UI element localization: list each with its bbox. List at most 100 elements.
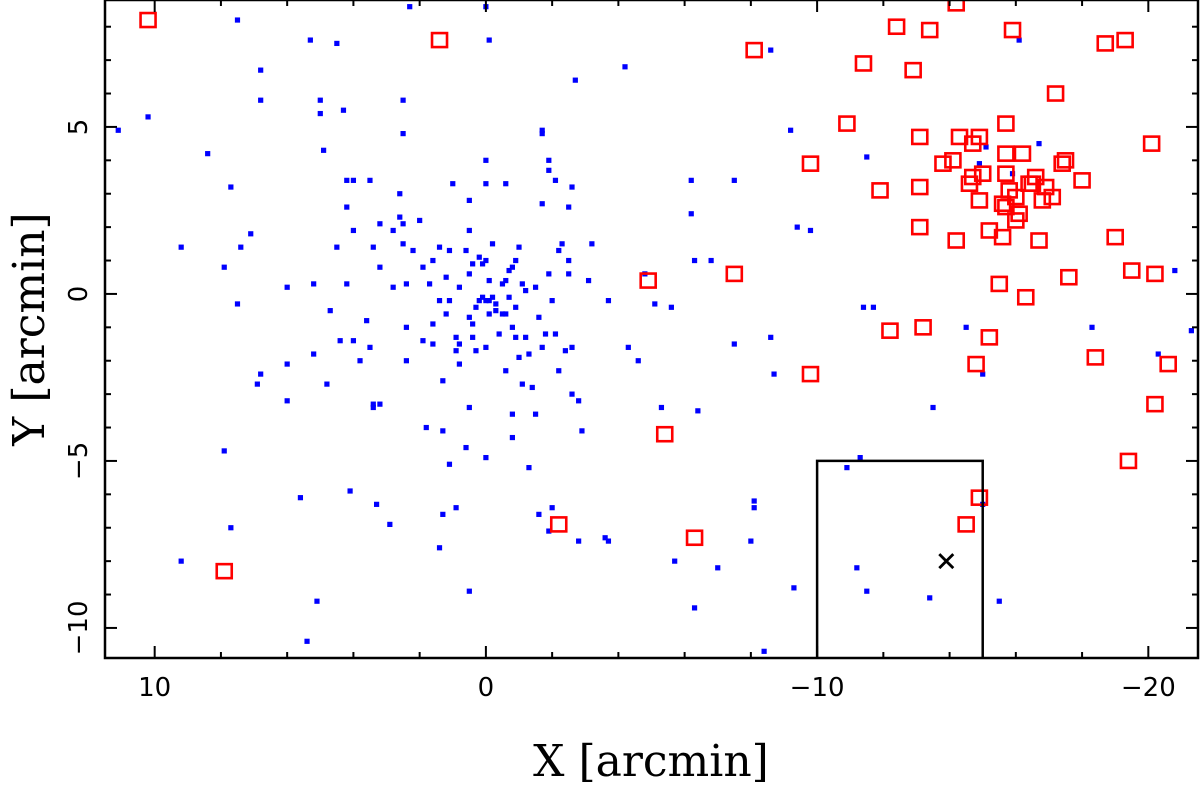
x-tick-label: 0: [478, 673, 495, 703]
blue-dot-point: [927, 595, 933, 601]
blue-dot-point: [539, 131, 545, 137]
blue-dot-point: [400, 131, 406, 137]
blue-dot-point: [446, 298, 453, 304]
blue-dot-point: [542, 331, 549, 337]
blue-dot-point: [864, 154, 870, 160]
blue-dot-point: [466, 197, 472, 204]
blue-dot-point: [317, 97, 323, 103]
blue-dot-point: [430, 257, 436, 264]
blue-dot-point: [672, 558, 678, 564]
red-square-point: [1122, 262, 1141, 279]
blue-dot-point: [221, 264, 227, 270]
red-square-point: [1046, 85, 1065, 102]
blue-dot-point: [340, 107, 347, 113]
red-square-point: [549, 516, 568, 533]
blue-dot-point: [311, 351, 317, 357]
blue-dot-point: [572, 77, 578, 83]
blue-dot-point: [963, 324, 969, 330]
blue-dot-point: [532, 284, 539, 290]
blue-dot-point: [297, 495, 304, 501]
points-layer: [115, 0, 1194, 654]
red-square-point: [881, 322, 899, 339]
red-square-point: [970, 128, 989, 146]
blue-dot-point: [489, 294, 496, 300]
blue-dot-point: [258, 67, 264, 73]
blue-dot-point: [569, 391, 575, 397]
blue-dot-point: [178, 558, 184, 564]
blue-dot-point: [532, 411, 539, 417]
blue-dot-point: [1172, 267, 1178, 274]
blue-dot-point: [976, 161, 982, 167]
blue-dot-point: [248, 231, 254, 237]
red-square-point: [838, 115, 856, 132]
y-axis-title: Y [arcmin]: [4, 212, 55, 446]
blue-dot-point: [403, 324, 410, 330]
blue-dot-point: [407, 4, 413, 10]
red-square-point: [997, 145, 1015, 162]
blue-dot-point: [470, 321, 476, 327]
blue-dot-point: [178, 244, 184, 250]
blue-dot-point: [539, 127, 545, 133]
blue-dot-point: [493, 308, 499, 314]
blue-dot-point: [499, 311, 506, 317]
blue-dot-point: [258, 97, 264, 103]
blue-dot-point: [688, 211, 694, 217]
blue-dot-point: [503, 368, 509, 374]
red-square-point: [725, 265, 744, 283]
blue-dot-point: [635, 358, 641, 364]
blue-dot-point: [503, 277, 509, 284]
blue-dot-point: [311, 281, 317, 287]
blue-dot-point: [576, 538, 582, 544]
blue-dot-point: [930, 404, 936, 411]
blue-dot-point: [844, 465, 850, 471]
blue-dot-point: [983, 144, 989, 150]
red-square-point: [1159, 355, 1177, 373]
blue-dot-point: [509, 411, 515, 417]
blue-dot-point: [205, 151, 211, 157]
blue-dot-point: [373, 501, 380, 507]
blue-dot-point: [768, 334, 774, 340]
blue-dot-point: [576, 398, 582, 404]
blue-dot-point: [350, 227, 357, 234]
blue-dot-point: [284, 284, 290, 290]
blue-dot-point: [493, 301, 499, 307]
red-square-point: [1056, 152, 1075, 169]
blue-dot-point: [602, 535, 608, 541]
y-tick-label: −10: [64, 601, 94, 656]
blue-dot-point: [423, 424, 429, 431]
blue-dot-point: [483, 344, 489, 350]
red-square-point: [215, 562, 234, 580]
blue-dot-point: [450, 181, 456, 187]
blue-dot-point: [539, 201, 545, 207]
blue-dot-point: [397, 214, 403, 220]
blue-dot-point: [463, 444, 469, 451]
red-square-point: [854, 55, 873, 72]
blue-dot-point: [473, 348, 479, 354]
blue-dot-point: [513, 257, 519, 264]
blue-dot-point: [377, 221, 383, 227]
blue-dot-point: [1089, 324, 1095, 330]
annotation-layer: [815, 459, 984, 658]
blue-dot-point: [466, 227, 472, 234]
blue-dot-point: [870, 304, 877, 310]
blue-dot-point: [751, 505, 757, 511]
blue-dot-point: [367, 177, 373, 183]
red-square-point: [1026, 168, 1045, 186]
blue-dot-point: [350, 177, 357, 183]
blue-dot-point: [145, 114, 151, 120]
red-square-point: [639, 272, 657, 289]
blue-dot-point: [503, 181, 509, 187]
blue-dot-point: [857, 454, 863, 461]
blue-dot-point: [506, 294, 512, 300]
blue-dot-point: [688, 177, 694, 183]
blue-dot-point: [569, 344, 575, 350]
blue-dot-point: [440, 428, 446, 434]
blue-dot-point: [516, 354, 522, 360]
blue-dot-point: [446, 461, 453, 467]
blue-dot-point: [496, 331, 502, 337]
blue-dot-point: [466, 404, 472, 411]
blue-dot-point: [370, 244, 376, 250]
blue-dot-point: [996, 598, 1002, 604]
blue-dot-point: [317, 110, 323, 117]
blue-dot-point: [1155, 351, 1161, 357]
